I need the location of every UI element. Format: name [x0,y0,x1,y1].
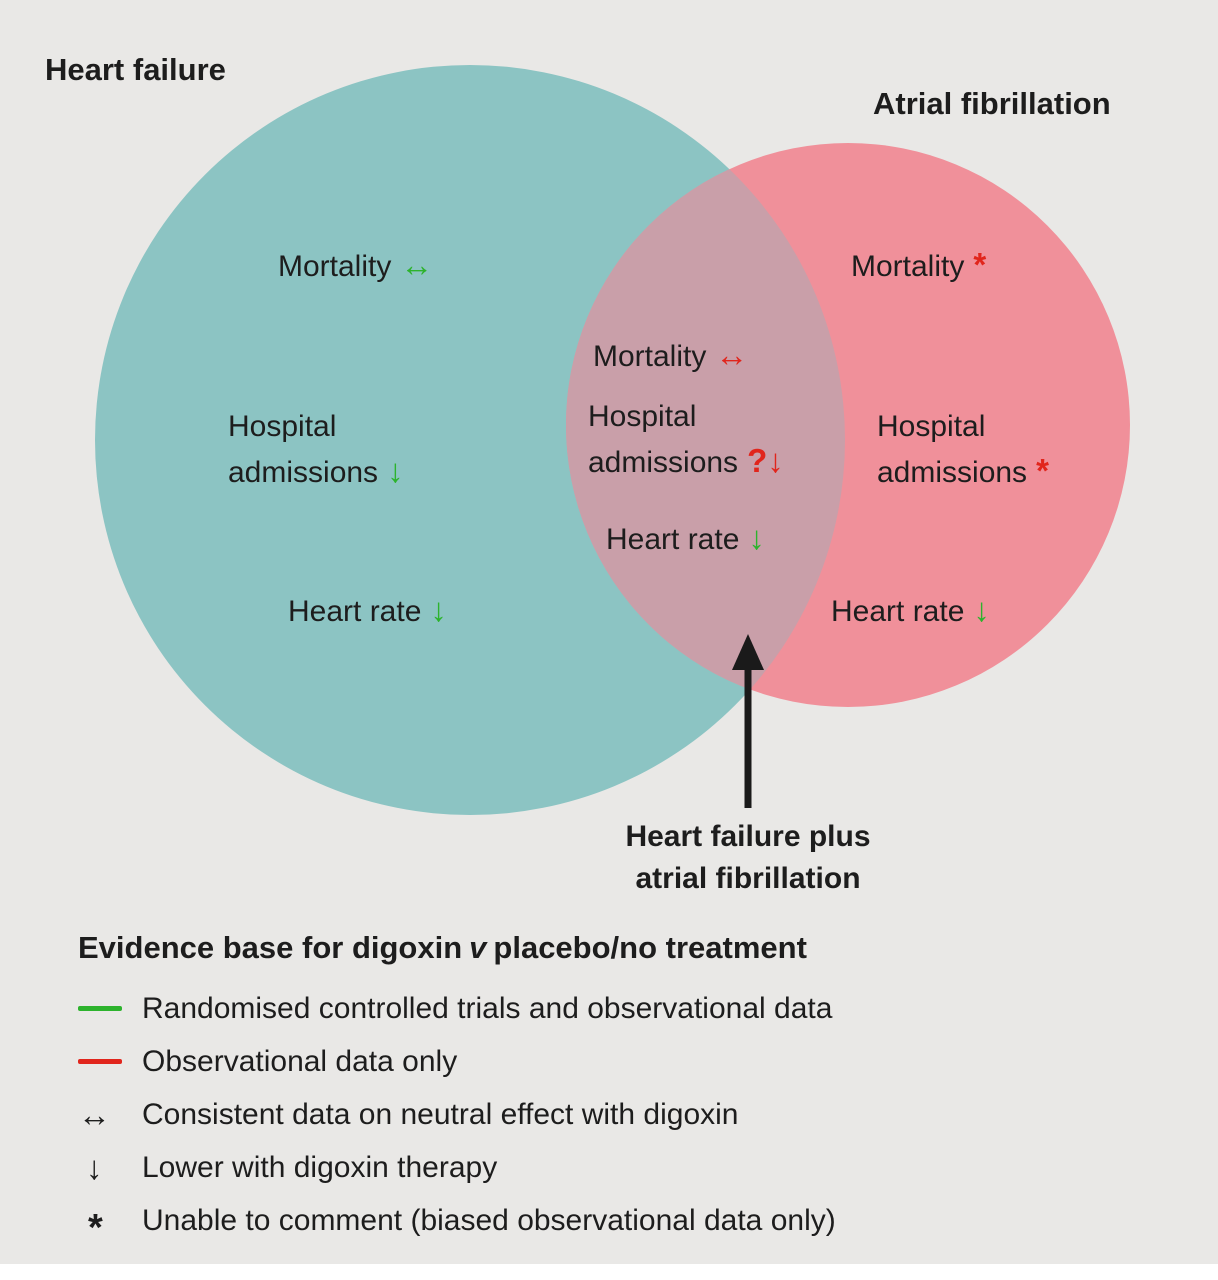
legend-title-italic-v: v [469,930,487,965]
legend-symbol-cell: ↔ [76,1096,142,1134]
down-arrow-icon: ↓ [86,1148,103,1186]
legend-symbol-cell [76,1006,142,1011]
legend-title: Evidence base for digoxin v placebo/no tre… [78,930,807,966]
legend-symbol-cell: * [76,1199,142,1249]
legend-row: * Unable to comment (biased observationa… [76,1194,836,1250]
asterisk-icon: * [973,246,987,283]
label-text: admissions [877,456,1028,489]
legend-symbol-cell [76,1059,142,1064]
overlap-mortality-label: Mortality ↔ [593,333,748,379]
asterisk-icon: * [88,1207,103,1249]
both-ways-arrow-icon: ↔ [78,1095,111,1133]
overlap-region [566,143,845,707]
asterisk-icon: * [1036,452,1049,489]
label-text: Mortality [593,340,707,373]
heart-failure-title: Heart failure [45,52,226,87]
legend-row: Randomised controlled trials and observa… [76,982,836,1035]
legend-row-text: Consistent data on neutral effect with d… [142,1097,739,1131]
overlap-caption: Heart failure plus atrial fibrillation [570,816,926,900]
overlap-hospital-admissions-label: Hospital admissions ?↓ [588,395,784,485]
green-line-icon [78,1006,122,1011]
legend-row-text: Lower with digoxin therapy [142,1150,498,1184]
bottom-margin [0,1264,1218,1280]
legend-row: ↔ Consistent data on neutral effect with… [76,1088,836,1141]
down-arrow-icon: ↓ [387,452,404,489]
legend-title-suffix: placebo/no treatment [493,930,807,965]
legend-row: ↓ Lower with digoxin therapy [76,1141,836,1194]
label-text: Mortality [278,250,392,283]
caption-line: atrial fibrillation [635,862,861,895]
label-text: admissions [588,446,739,479]
legend-row-text: Observational data only [142,1044,458,1078]
hf-mortality-label: Mortality ↔ [278,243,433,289]
label-text: Hospital [228,410,337,443]
legend-row: Observational data only [76,1035,836,1088]
caption-line: Heart failure plus [625,820,871,853]
label-text: Heart rate [831,595,965,628]
hf-heart-rate-label: Heart rate ↓ [288,588,447,634]
label-text: admissions [228,456,379,489]
legend: Randomised controlled trials and observa… [76,982,836,1250]
down-arrow-icon: ↓ [430,591,447,628]
legend-row-text: Unable to comment (biased observational … [142,1203,836,1237]
label-text: Heart rate [606,523,740,556]
both-ways-arrow-icon: ↔ [400,246,434,283]
pointer-arrow-head-icon [732,634,764,670]
label-text: Mortality [851,250,965,283]
question-down-arrow-icon: ?↓ [747,442,784,479]
legend-symbol-cell: ↓ [76,1149,142,1187]
legend-title-prefix: Evidence base for digoxin [78,930,463,965]
label-text: Heart rate [288,595,422,628]
hf-hospital-admissions-label: Hospital admissions ↓ [228,405,404,495]
label-text: Hospital [588,400,697,433]
both-ways-arrow-icon: ↔ [715,336,749,373]
overlap-heart-rate-label: Heart rate ↓ [606,516,765,562]
red-line-icon [78,1059,122,1064]
label-text: Hospital [877,410,986,443]
atrial-fibrillation-title: Atrial fibrillation [873,86,1111,121]
legend-row-text: Randomised controlled trials and observa… [142,991,833,1025]
af-hospital-admissions-label: Hospital admissions * [877,405,1049,495]
af-mortality-label: Mortality * [851,243,986,289]
down-arrow-icon: ↓ [973,591,990,628]
af-heart-rate-label: Heart rate ↓ [831,588,990,634]
down-arrow-icon: ↓ [748,519,765,556]
